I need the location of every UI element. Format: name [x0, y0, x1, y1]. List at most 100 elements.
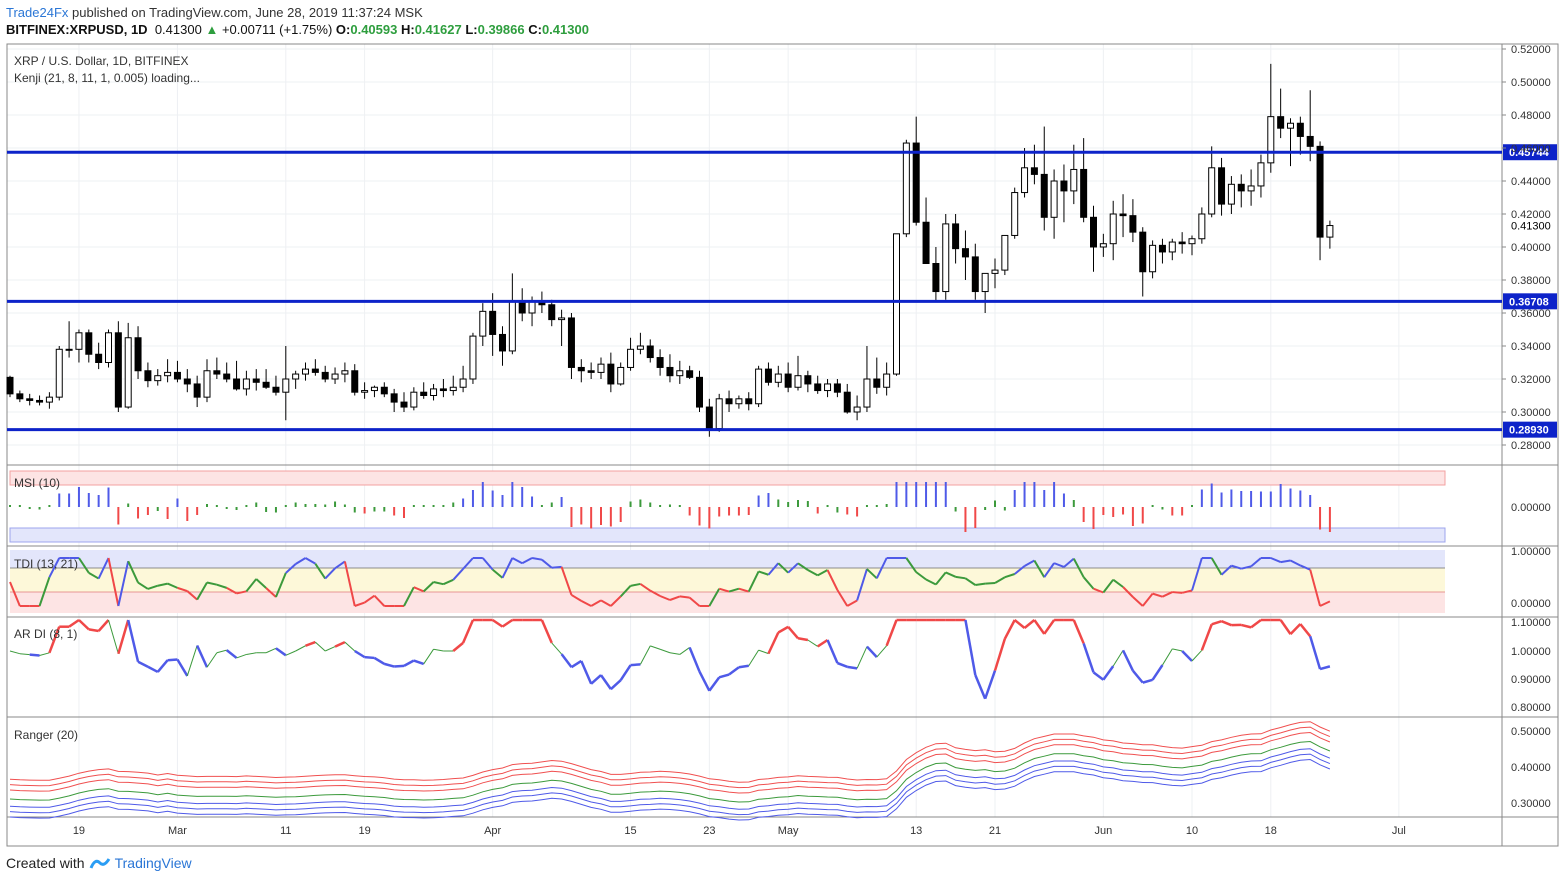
candle-body — [1287, 122, 1294, 129]
candle-body — [65, 348, 73, 351]
candle-body — [1001, 234, 1009, 271]
candle-body — [302, 368, 309, 375]
ardi-line-segment — [974, 674, 987, 700]
tdi-line-segment — [738, 587, 750, 593]
ardi-line-segment — [394, 664, 405, 668]
candle-body — [1188, 238, 1196, 245]
candle-body — [784, 373, 792, 388]
open-label: O: — [335, 22, 351, 37]
ardi-line-segment — [885, 619, 898, 647]
x-tick-label: 21 — [989, 825, 1001, 837]
tdi-line-segment — [649, 589, 661, 597]
tdi-line-segment — [964, 577, 976, 586]
candle-body — [1011, 192, 1019, 236]
tdi-line-segment — [975, 582, 986, 586]
tdi-line-segment — [511, 557, 523, 565]
ardi-line-segment — [186, 645, 198, 677]
tdi-line-segment — [551, 565, 562, 569]
ardi-line-segment — [1250, 618, 1262, 629]
candles — [6, 63, 1334, 437]
tdi-line-segment — [137, 581, 149, 590]
tdi-line-segment — [1250, 557, 1262, 568]
tdi-line-segment — [482, 557, 494, 571]
ardi-line-segment — [97, 619, 110, 632]
tdi-line-segment — [531, 557, 543, 561]
tdi-line-segment — [1191, 557, 1203, 591]
candle-body — [479, 310, 487, 337]
candle-body — [331, 373, 339, 380]
tdi-line-segment — [433, 581, 444, 586]
ardi-line-segment — [1240, 623, 1252, 629]
ardi-line-segment — [344, 641, 356, 652]
candle-body — [1168, 241, 1176, 253]
ardi-line-segment — [983, 670, 997, 700]
tdi-line-segment — [48, 557, 61, 578]
candle-body — [183, 378, 191, 385]
candle-body — [469, 335, 477, 380]
ardi-line-segment — [19, 653, 30, 656]
tdi-line-segment — [669, 595, 681, 601]
ardi-line-segment — [236, 653, 247, 659]
ranger-band-line — [9, 731, 1331, 794]
y-tick-label: 0.36000 — [1511, 308, 1551, 320]
ardi-line-segment — [1112, 650, 1124, 667]
ardi-title: AR DI (8, 1) — [14, 627, 77, 641]
tdi-line-segment — [826, 569, 839, 591]
ardi-line-segment — [748, 649, 760, 667]
candle-body — [6, 376, 14, 395]
candle-body — [1080, 168, 1088, 218]
ranger-band-line — [9, 726, 1331, 789]
candle-body — [902, 142, 910, 235]
ardi-line-segment — [491, 618, 504, 628]
candle-body — [1060, 180, 1068, 192]
candle-body — [666, 366, 674, 377]
tdi-line-segment — [216, 583, 228, 589]
candle-body — [883, 373, 891, 388]
close-label: C: — [528, 22, 542, 37]
tdi-line-segment — [255, 578, 267, 589]
tdi-line-segment — [78, 557, 90, 574]
candle-body — [213, 370, 221, 375]
tdi-line-segment — [9, 581, 21, 607]
tdi-line-segment — [492, 568, 504, 579]
y-tick-label: 0.50000 — [1511, 77, 1551, 89]
x-tick-label: 11 — [280, 825, 291, 837]
ardi-pane: 1.10000 1.00000 0.90000 0.80000 — [9, 617, 1551, 714]
tdi-line-segment — [147, 584, 159, 590]
ardi-line-segment — [39, 652, 50, 656]
tradingview-link[interactable]: TradingView — [114, 855, 192, 871]
ardi-line-segment — [679, 647, 690, 655]
tdi-line-segment — [1162, 591, 1173, 598]
tdi-line-segment — [88, 571, 100, 580]
tdi-line-segment — [324, 567, 336, 580]
candle-body — [1257, 162, 1265, 187]
ardi-line-segment — [354, 649, 366, 659]
level-label: 0.45744 — [1509, 147, 1550, 159]
candle-body — [853, 406, 861, 413]
ranger-band-line — [9, 753, 1331, 816]
tdi-line-segment — [600, 599, 612, 607]
candle-body — [528, 300, 536, 314]
tdi-line-segment — [334, 560, 346, 570]
pane-tick-label: 1.00000 — [1511, 546, 1551, 558]
publisher-name[interactable]: Trade24Fx — [6, 5, 69, 20]
x-tick-label: 13 — [910, 825, 922, 837]
candle-body — [725, 398, 733, 405]
created-with: Created with — [6, 855, 85, 871]
candle-body — [558, 317, 566, 321]
tdi-line-segment — [619, 585, 632, 598]
tdi-line-segment — [1141, 592, 1154, 607]
tdi-line-segment — [1014, 565, 1026, 575]
ardi-line-segment — [688, 646, 701, 673]
ardi-line-segment — [1131, 669, 1144, 684]
tdi-line-segment — [226, 586, 238, 595]
ardi-line-segment — [1092, 671, 1105, 681]
ardi-line-segment — [817, 638, 829, 648]
candle-body — [1326, 225, 1334, 238]
ardi-line-segment — [767, 631, 780, 655]
candle-body — [1296, 122, 1304, 137]
tdi-line-segment — [1043, 562, 1055, 578]
pane-tick-label: 1.10000 — [1511, 617, 1551, 629]
candle-body — [577, 366, 585, 372]
